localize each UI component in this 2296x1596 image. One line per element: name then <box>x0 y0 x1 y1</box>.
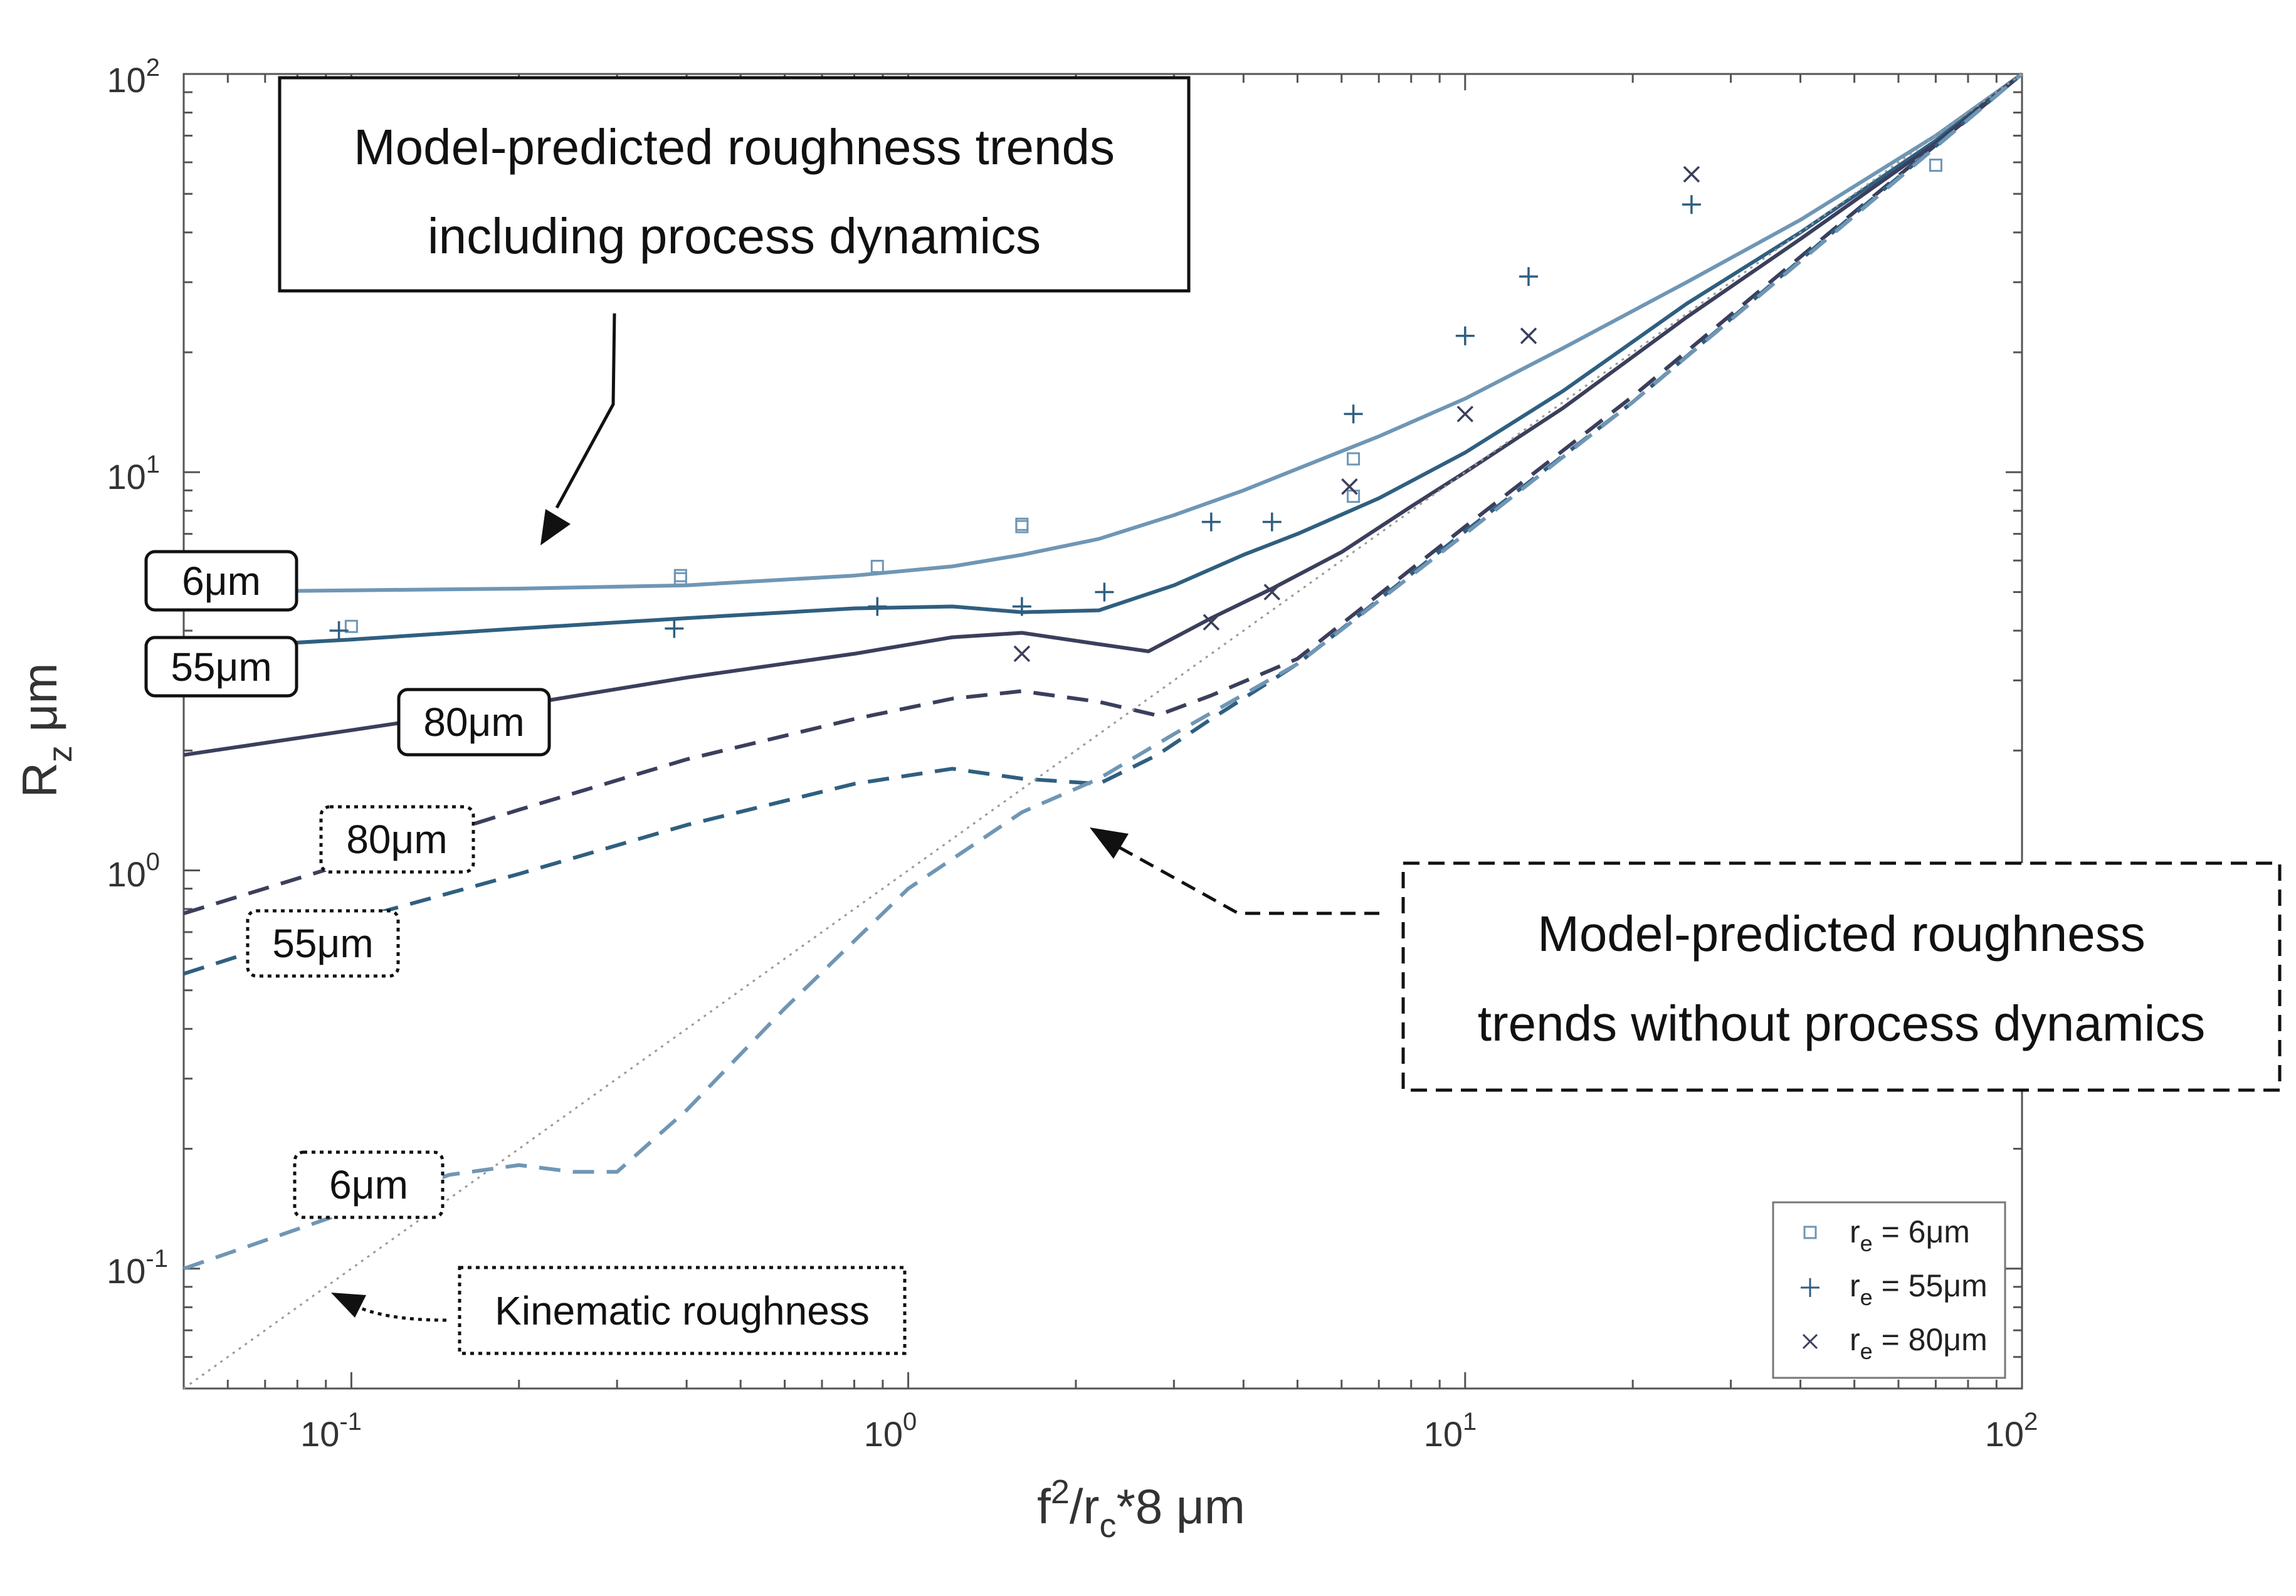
x-tick-label-2: 101 <box>1424 1408 1477 1454</box>
x-axis-label: f2/rc*8 μm <box>1037 1473 1245 1545</box>
cross-marker-2-3 <box>1342 479 1357 494</box>
annotation-without-dynamics-line1: Model-predicted roughness <box>1537 906 2145 962</box>
dashed-series-labels: 80μm 55μm 6μm <box>248 807 473 1217</box>
legend: re = 6μm re = 55μm re = 80μm <box>1773 1202 2005 1378</box>
roughness-chart: 10-1 100 101 102 10-1 100 101 102 f2/rc*… <box>0 0 2296 1596</box>
cross-marker-2-0 <box>1014 646 1030 661</box>
annotation-with-dynamics-arrow <box>557 313 614 508</box>
label-80um-dashed: 80μm <box>346 817 447 862</box>
square-marker-0-3 <box>872 561 883 572</box>
annotation-kinematic-arrow <box>351 1304 446 1320</box>
y-tick-label-1: 100 <box>107 848 160 894</box>
square-marker-0-6 <box>1348 453 1359 465</box>
x-tick-label-0: 10-1 <box>300 1408 362 1454</box>
square-marker-0-8 <box>1930 160 1941 171</box>
plus-marker-1-2 <box>868 597 887 616</box>
plus-marker-1-4 <box>1095 582 1114 601</box>
arrow-head-icon <box>540 509 571 545</box>
annotation-kinematic-label: Kinematic roughness <box>495 1288 870 1333</box>
y-tick-label-3: 102 <box>107 54 160 100</box>
cross-marker-2-4 <box>1458 406 1473 421</box>
square-marker-0-1 <box>675 573 686 584</box>
arrow-head-icon <box>331 1293 366 1318</box>
solid-series-labels: 6μm 55μm 80μm <box>146 552 549 755</box>
plus-marker-1-6 <box>1263 513 1282 532</box>
label-6um-dashed: 6μm <box>329 1162 408 1207</box>
cross-marker-2-6 <box>1684 167 1699 182</box>
label-80um-solid: 80μm <box>423 700 524 745</box>
annotation-without-dynamics-box <box>1403 863 2280 1090</box>
square-marker-0-7 <box>1348 491 1359 502</box>
label-55um-dashed: 55μm <box>272 921 373 966</box>
plus-marker-1-1 <box>665 619 683 638</box>
y-tick-label-0: 10-1 <box>107 1245 168 1291</box>
plus-marker-1-7 <box>1344 404 1363 423</box>
plus-marker-1-8 <box>1456 327 1475 345</box>
plus-marker-1-9 <box>1519 267 1538 286</box>
annotation-without-dynamics: Model-predicted roughness trends without… <box>1090 827 2280 1090</box>
annotation-with-dynamics-line2: including process dynamics <box>428 208 1041 264</box>
annotation-with-dynamics: Model-predicted roughness trends includi… <box>280 78 1189 545</box>
label-6um-solid: 6μm <box>182 559 261 604</box>
annotation-without-dynamics-arrow <box>1117 846 1379 913</box>
cross-marker-2-5 <box>1521 328 1536 344</box>
plus-marker-1-5 <box>1202 513 1221 532</box>
y-tick-label-2: 101 <box>107 451 160 496</box>
annotation-kinematic: Kinematic roughness <box>331 1268 905 1353</box>
y-axis-label: Rz μm <box>12 663 79 798</box>
annotation-with-dynamics-line1: Model-predicted roughness trends <box>354 119 1115 175</box>
plus-marker-1-10 <box>1682 195 1701 214</box>
square-marker-0-2 <box>675 570 686 581</box>
x-tick-label-3: 102 <box>1985 1408 2038 1454</box>
arrow-head-icon <box>1090 827 1129 859</box>
annotation-without-dynamics-line2: trends without process dynamics <box>1478 995 2206 1051</box>
x-tick-label-1: 100 <box>864 1408 917 1454</box>
label-55um-solid: 55μm <box>171 644 271 690</box>
